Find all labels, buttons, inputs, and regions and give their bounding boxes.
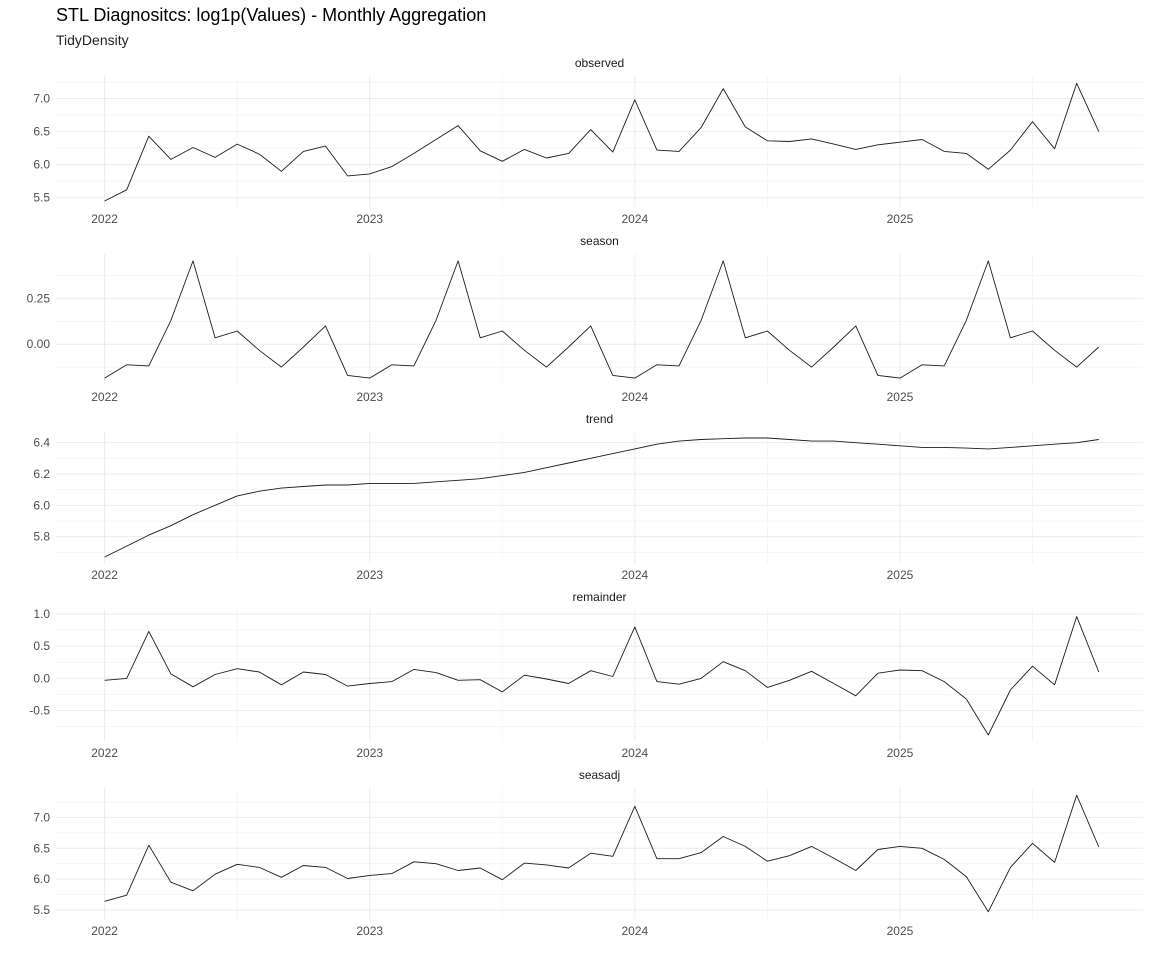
y-tick-label: 6.2	[33, 467, 50, 481]
x-tick-label: 2025	[887, 746, 914, 760]
facet-strip-label: observed	[575, 56, 624, 70]
facet-strip-label: trend	[586, 412, 613, 426]
x-tick-label: 2025	[887, 568, 914, 582]
chart-title: STL Diagnositcs: log1p(Values) - Monthly…	[56, 5, 487, 25]
x-tick-label: 2023	[356, 924, 383, 938]
series-line-remainder	[104, 616, 1100, 736]
x-tick-label: 2022	[91, 390, 118, 404]
x-tick-label: 2022	[91, 212, 118, 226]
x-tick-label: 2023	[356, 746, 383, 760]
y-tick-label: 1.0	[33, 607, 50, 621]
y-tick-label: 7.0	[33, 91, 50, 105]
facet-strip-label: season	[580, 234, 619, 248]
y-tick-label: 7.0	[33, 810, 50, 824]
x-tick-label: 2022	[91, 924, 118, 938]
y-tick-label: 5.8	[33, 530, 50, 544]
x-tick-label: 2022	[91, 568, 118, 582]
y-tick-label: 6.0	[33, 498, 50, 512]
x-tick-label: 2022	[91, 746, 118, 760]
x-tick-label: 2024	[621, 390, 648, 404]
x-tick-label: 2023	[356, 390, 383, 404]
facet-strip-label: remainder	[572, 590, 626, 604]
y-tick-label: 0.25	[27, 291, 51, 305]
series-line-trend	[104, 437, 1099, 558]
series-line-season	[104, 260, 1100, 379]
x-tick-label: 2023	[356, 212, 383, 226]
y-tick-label: 0.5	[33, 639, 50, 653]
y-tick-label: 0.0	[33, 671, 50, 685]
y-tick-label: 6.5	[33, 841, 50, 855]
y-tick-label: 0.00	[27, 337, 51, 351]
series-line-observed	[104, 82, 1100, 202]
x-tick-label: 2025	[887, 924, 914, 938]
facet-strip-label: seasadj	[579, 768, 620, 782]
y-tick-label: 5.5	[33, 191, 50, 205]
x-tick-label: 2024	[621, 212, 648, 226]
chart-subtitle: TidyDensity	[56, 32, 129, 48]
y-tick-label: 6.5	[33, 125, 50, 139]
x-tick-label: 2025	[887, 212, 914, 226]
y-tick-label: 6.4	[33, 436, 50, 450]
y-tick-label: 6.0	[33, 872, 50, 886]
x-tick-label: 2023	[356, 568, 383, 582]
x-tick-label: 2024	[621, 568, 648, 582]
y-tick-label: 6.0	[33, 158, 50, 172]
x-tick-label: 2025	[887, 390, 914, 404]
x-tick-label: 2024	[621, 746, 648, 760]
series-line-seasadj	[104, 794, 1100, 913]
y-tick-label: -0.5	[29, 704, 50, 718]
y-tick-label: 5.5	[33, 903, 50, 917]
x-tick-label: 2024	[621, 924, 648, 938]
